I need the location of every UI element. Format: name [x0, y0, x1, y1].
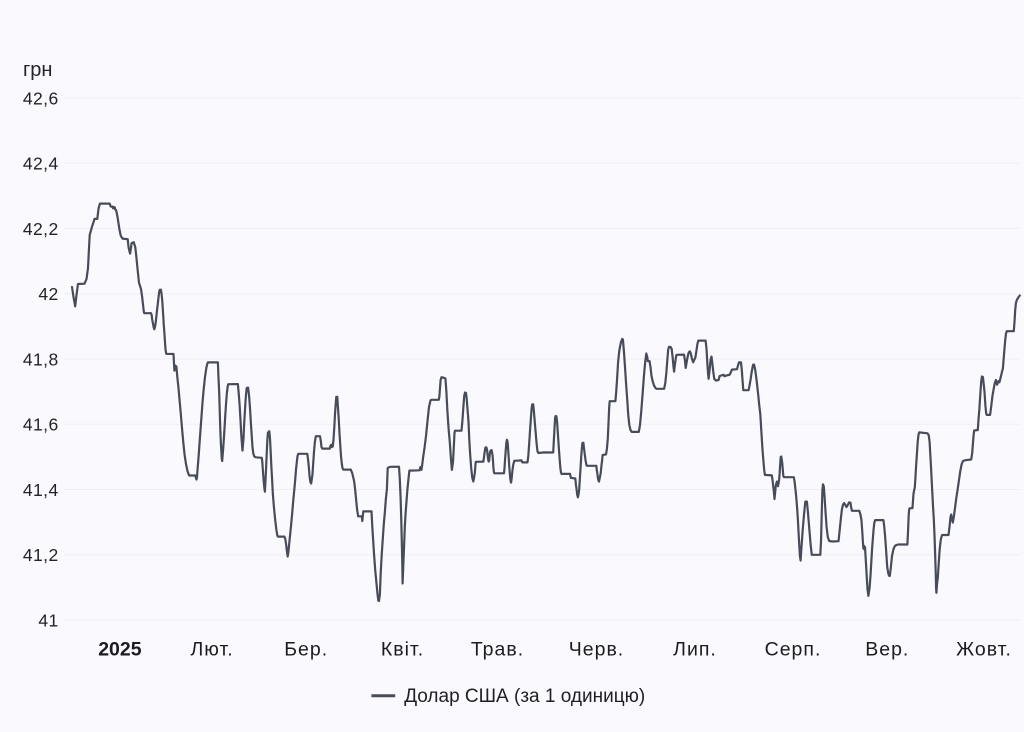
svg-text:42: 42	[38, 284, 58, 304]
svg-text:Лип.: Лип.	[673, 639, 717, 661]
svg-text:Квіт.: Квіт.	[381, 639, 424, 661]
svg-text:41,8: 41,8	[23, 349, 59, 369]
svg-text:41: 41	[38, 610, 58, 630]
svg-text:42,6: 42,6	[23, 88, 59, 108]
svg-text:грн: грн	[23, 59, 52, 81]
svg-text:41,6: 41,6	[23, 415, 59, 435]
svg-text:Вер.: Вер.	[865, 639, 909, 661]
svg-text:Трав.: Трав.	[471, 639, 524, 661]
svg-text:Лют.: Лют.	[191, 639, 234, 661]
svg-text:42,2: 42,2	[23, 219, 59, 239]
svg-text:Черв.: Черв.	[569, 639, 624, 661]
svg-text:41,4: 41,4	[23, 480, 59, 500]
svg-text:Бер.: Бер.	[284, 639, 328, 661]
svg-text:Жовт.: Жовт.	[956, 639, 1012, 661]
svg-text:41,2: 41,2	[23, 545, 59, 565]
svg-text:Серп.: Серп.	[765, 639, 822, 661]
svg-text:42,4: 42,4	[23, 154, 59, 174]
svg-text:Долар США (за 1 одиницю): Долар США (за 1 одиницю)	[404, 686, 645, 707]
svg-text:2025: 2025	[98, 639, 142, 661]
